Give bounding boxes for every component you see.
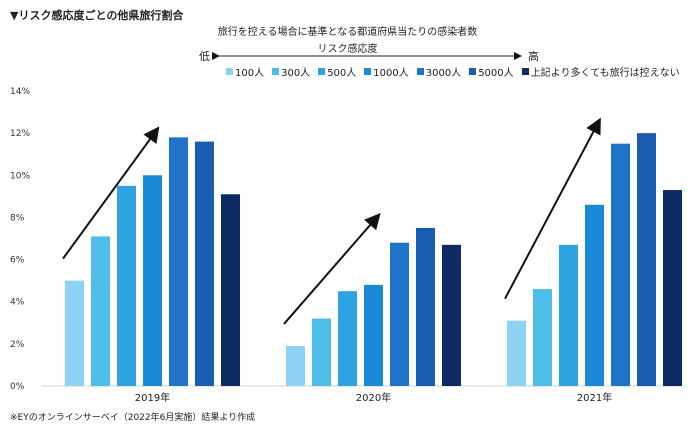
legend-label: 3000人 [425, 68, 462, 79]
y-tick-label: 4% [10, 298, 25, 308]
legend-swatch [521, 68, 529, 75]
legend-label: 1000人 [373, 68, 409, 79]
bar [533, 289, 552, 386]
y-tick-label: 12% [10, 129, 30, 139]
trend-arrow [62, 126, 160, 260]
legend-item: 5000人 [469, 64, 514, 79]
bar [117, 185, 136, 386]
legend-label: 5000人 [478, 68, 514, 79]
bar [442, 244, 461, 386]
chart-legend: 100人 300人 500人 1000人 3000人 5000人 上記より多くても旅行は控え… [226, 64, 680, 79]
legend-item: 100人 [226, 64, 264, 79]
x-category-label: 2019年 [135, 391, 170, 404]
bar [221, 194, 240, 386]
y-tick-label: 2% [10, 340, 25, 350]
legend-item: 500人 [318, 64, 356, 79]
bar [195, 141, 214, 386]
bar [65, 280, 84, 386]
legend-swatch [416, 68, 424, 75]
bar [637, 133, 656, 386]
y-tick-label: 8% [10, 213, 25, 223]
y-tick-label: 0% [10, 382, 25, 392]
x-category-label: 2020年 [356, 391, 391, 404]
legend-swatch [226, 68, 233, 75]
bar [663, 190, 682, 386]
legend-swatch [364, 68, 372, 75]
legend-item: 300人 [272, 64, 310, 79]
y-tick-label: 14% [10, 87, 30, 97]
bar [286, 345, 305, 386]
bar [143, 175, 162, 386]
legend-swatch [469, 68, 477, 75]
footnote: ※EYのオンラインサーベイ（2022年6月実施）結果より作成 [10, 413, 256, 423]
bar [416, 227, 435, 386]
x-category-label: 2021年 [577, 391, 612, 404]
bar [312, 318, 331, 386]
bar [390, 242, 409, 386]
legend-label: 500人 [327, 68, 357, 79]
bar [364, 284, 383, 386]
legend-item: 上記より多くても旅行は控えない [521, 64, 680, 79]
legend-item: 3000人 [416, 64, 462, 79]
y-tick-label: 6% [10, 256, 25, 266]
bar [507, 320, 526, 386]
y-tick-label: 10% [10, 171, 30, 181]
legend-swatch [272, 68, 280, 75]
trend-arrow [283, 212, 381, 325]
bar [559, 244, 578, 386]
bar [169, 137, 188, 386]
legend-item: 1000人 [364, 64, 409, 79]
chart-subtitle: 旅行を控える場合に基準となる都道府県当たりの感染者数 [217, 27, 478, 38]
bar [338, 291, 357, 386]
legend-label: 300人 [281, 68, 311, 79]
risk-high-label: 高 [528, 50, 539, 63]
chart-title: ▼リスク感応度ごとの他県旅行割合 [10, 9, 184, 22]
bar [91, 236, 110, 386]
trend-arrow [504, 117, 601, 300]
risk-sensitivity-label: リスク感応度 [317, 44, 378, 55]
legend-swatch [318, 68, 326, 75]
risk-low-label: 低 [199, 50, 210, 63]
legend-label: 100人 [235, 68, 265, 79]
legend-label: 上記より多くても旅行は控えない [530, 68, 680, 79]
bar [585, 204, 604, 386]
bar [611, 143, 630, 386]
